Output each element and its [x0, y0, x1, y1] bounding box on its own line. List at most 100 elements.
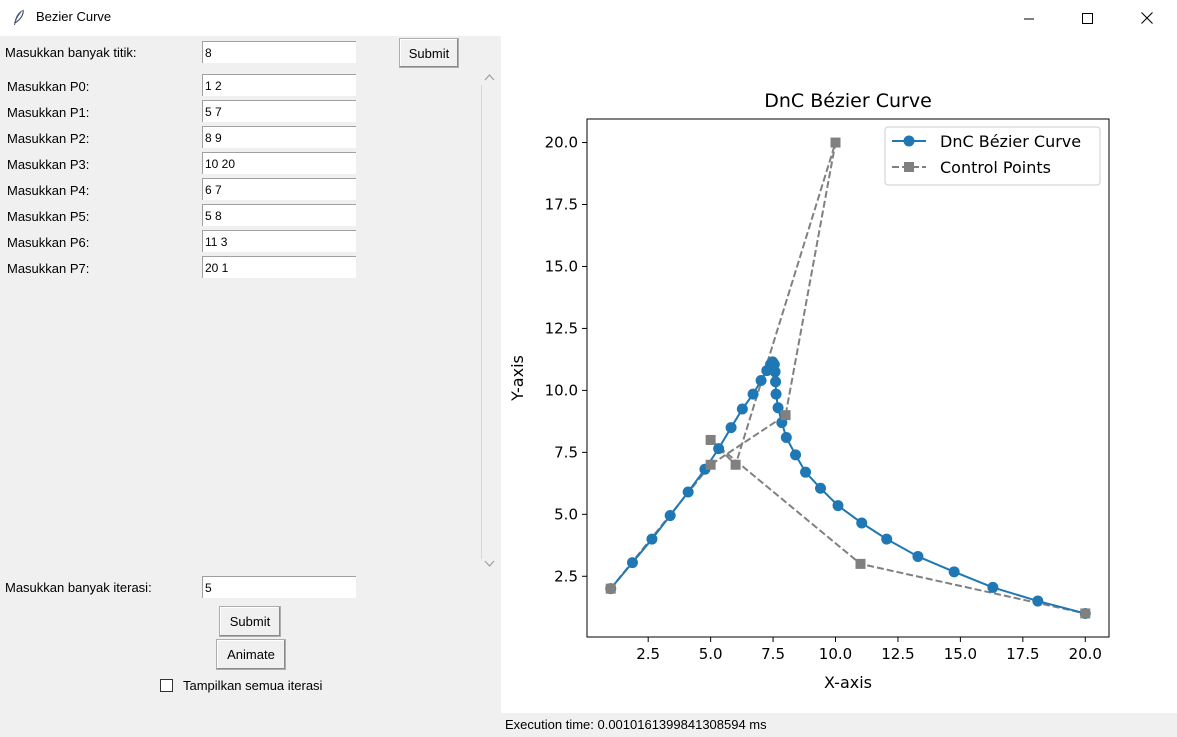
x-tick-label: 15.0 — [944, 645, 977, 663]
curve-point — [646, 533, 658, 545]
curve-point — [856, 517, 868, 529]
y-tick-label: 20.0 — [545, 134, 578, 152]
show-all-iterations-checkbox[interactable] — [160, 679, 173, 692]
close-button[interactable] — [1118, 0, 1176, 36]
iterations-input[interactable] — [202, 576, 356, 598]
curve-point — [682, 486, 694, 498]
curve-point — [780, 431, 792, 443]
curve-point — [770, 376, 782, 388]
legend-label-control: Control Points — [940, 158, 1051, 177]
x-tick-label: 5.0 — [699, 645, 723, 663]
legend-label-curve: DnC Bézier Curve — [940, 132, 1081, 151]
point-input-p7[interactable] — [202, 256, 356, 278]
curve-point — [987, 581, 999, 593]
legend-box — [884, 126, 1101, 186]
control-point — [730, 459, 741, 470]
point-input-p2[interactable] — [202, 126, 356, 148]
control-point — [705, 434, 716, 445]
point-label-p1: Masukkan P1: — [7, 105, 90, 120]
scrollbar-track[interactable] — [481, 85, 482, 559]
window-title: Bezier Curve — [36, 9, 112, 24]
control-points-line — [609, 142, 1086, 615]
curve-point — [948, 566, 960, 578]
curve-point — [770, 388, 782, 400]
curve-point — [626, 557, 638, 569]
point-label-p4: Masukkan P4: — [7, 183, 90, 198]
y-axis-label: Y-axis — [508, 355, 527, 402]
curve-point — [713, 443, 725, 455]
point-label-p7: Masukkan P7: — [7, 261, 90, 276]
x-tick-label: 10.0 — [819, 645, 852, 663]
bezier-curve-line — [609, 360, 1086, 615]
feather-icon — [14, 9, 24, 25]
point-input-p5[interactable] — [202, 204, 356, 226]
curve-point — [832, 500, 844, 512]
plot-area: DnC Bézier Curve 2.5 5.0 7.5 10.0 12.5 15.0 17.… — [501, 36, 1177, 713]
y-tick-label: 5.0 — [554, 505, 578, 523]
minimize-icon — [1023, 18, 1034, 19]
control-point — [830, 137, 841, 148]
maximize-icon — [1081, 12, 1093, 24]
axes-frame — [586, 118, 1110, 638]
curve-point — [755, 374, 767, 386]
point-label-p5: Masukkan P5: — [7, 209, 90, 224]
num-points-label: Masukkan banyak titik: — [5, 45, 137, 60]
curve-point — [912, 550, 924, 562]
x-tick-label: 17.5 — [1006, 645, 1039, 663]
num-points-input[interactable] — [202, 41, 356, 63]
y-tick-label: 15.0 — [545, 257, 578, 275]
submit-iterations-button[interactable]: Submit — [219, 606, 281, 637]
scroll-down-icon[interactable] — [484, 558, 495, 569]
submit-points-button[interactable]: Submit — [399, 38, 459, 68]
legend-control-marker — [904, 162, 914, 172]
scroll-up-icon[interactable] — [484, 72, 495, 83]
x-tick-label: 7.5 — [761, 645, 785, 663]
x-axis-label: X-axis — [824, 673, 872, 692]
y-tick-label: 17.5 — [545, 196, 578, 214]
execution-time-text: Execution time: 0.0010161399841308594 ms — [505, 717, 767, 732]
curve-point — [736, 403, 748, 415]
status-bar: Execution time: 0.0010161399841308594 ms — [501, 713, 1177, 737]
maximize-button[interactable] — [1058, 0, 1116, 36]
point-label-p0: Masukkan P0: — [7, 79, 90, 94]
control-point — [605, 583, 616, 594]
x-tick-label: 12.5 — [881, 645, 914, 663]
curve-point — [769, 366, 781, 378]
show-all-iterations-label[interactable]: Tampilkan semua iterasi — [183, 678, 323, 693]
legend-curve-marker — [903, 135, 915, 147]
curve-point — [664, 510, 676, 522]
bezier-chart: DnC Bézier Curve 2.5 5.0 7.5 10.0 12.5 15.0 17.… — [508, 90, 1110, 692]
y-tick-label: 10.0 — [545, 381, 578, 399]
point-label-p6: Masukkan P6: — [7, 235, 90, 250]
curve-point — [800, 466, 812, 478]
point-label-p2: Masukkan P2: — [7, 131, 90, 146]
x-tick-label: 2.5 — [636, 645, 660, 663]
y-tick-label: 12.5 — [545, 319, 578, 337]
minimize-button[interactable] — [1000, 0, 1058, 36]
curve-point — [725, 422, 737, 434]
curve-point — [881, 533, 893, 545]
control-point — [1080, 608, 1091, 619]
curve-point — [747, 388, 759, 400]
point-label-p3: Masukkan P3: — [7, 157, 90, 172]
curve-point — [1032, 595, 1044, 607]
title-bar: Bezier Curve — [0, 0, 1177, 36]
animate-button[interactable]: Animate — [216, 639, 286, 670]
control-point — [780, 410, 791, 421]
x-tick-label: 20.0 — [1069, 645, 1102, 663]
close-icon — [1141, 12, 1153, 24]
chart-title: DnC Bézier Curve — [764, 90, 932, 112]
y-tick-label: 7.5 — [554, 443, 578, 461]
curve-point — [815, 482, 827, 494]
point-input-p1[interactable] — [202, 100, 356, 122]
point-input-p6[interactable] — [202, 230, 356, 252]
control-point — [705, 459, 716, 470]
points-scrollbar[interactable] — [481, 68, 498, 576]
point-input-p3[interactable] — [202, 152, 356, 174]
iterations-label: Masukkan banyak iterasi: — [5, 580, 152, 595]
curve-point — [790, 449, 802, 461]
y-tick-label: 2.5 — [554, 567, 578, 585]
point-input-p4[interactable] — [202, 178, 356, 200]
control-point — [855, 558, 866, 569]
point-input-p0[interactable] — [202, 74, 356, 96]
